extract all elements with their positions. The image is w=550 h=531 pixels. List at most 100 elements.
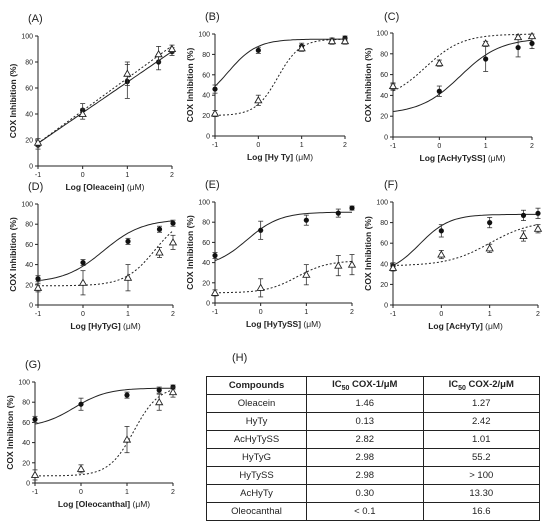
data-point-circle xyxy=(156,226,163,232)
x-tick-label: 0 xyxy=(81,172,85,179)
panel-label: (A) xyxy=(28,13,43,25)
y-axis-label: COX Inhibition (%) xyxy=(8,217,18,292)
cell-cox2: > 100 xyxy=(422,466,541,485)
data-point-circle xyxy=(483,56,489,62)
x-axis-label: Log [AcHyTySS] (μM) xyxy=(420,153,506,163)
x-axis-label-main: Log [Oleacein] xyxy=(65,182,126,192)
x-axis-label-main: Log [HyTyG] xyxy=(70,321,123,331)
data-point-triangle xyxy=(388,81,398,90)
cell-compound: HyTySS xyxy=(205,466,308,485)
x-tick-label: -1 xyxy=(32,489,38,496)
x-tick-label: -1 xyxy=(35,172,41,179)
data-point-circle xyxy=(124,392,130,398)
y-tick-label: 20 xyxy=(380,114,388,121)
fit-curve-cox2 xyxy=(393,224,539,266)
data-point-circle xyxy=(170,220,176,226)
data-point-triangle xyxy=(254,95,263,104)
x-tick-label: 1 xyxy=(126,311,130,318)
data-point-triangle xyxy=(123,273,133,281)
panel-label: (C) xyxy=(384,11,399,23)
data-point-circle xyxy=(529,40,535,47)
data-point-triangle xyxy=(388,263,398,271)
y-tick-label: 20 xyxy=(380,282,388,289)
header-ic50-cox2: IC50 COX-2/μM xyxy=(422,376,541,395)
y-tick-label: 80 xyxy=(380,220,388,227)
x-axis-label-main: Log [HyTySS] xyxy=(246,319,303,329)
y-tick-label: 20 xyxy=(202,113,210,120)
cell-cox2: 16.6 xyxy=(422,502,541,521)
x-axis-label-main: Log [AcHyTySS] xyxy=(420,153,488,163)
data-point-circle xyxy=(32,416,38,422)
x-tick-label: 2 xyxy=(170,172,174,179)
data-point-triangle xyxy=(347,260,357,268)
fit-curve-cox2 xyxy=(214,260,353,294)
x-axis-label-unit: (μM) xyxy=(127,182,145,192)
x-tick-label: 2 xyxy=(343,142,347,149)
x-axis-label: Log [HyTySS] (μM) xyxy=(246,319,321,329)
fit-curve-cox1 xyxy=(34,387,173,425)
x-axis-label: Log [AcHyTy] (μM) xyxy=(428,321,503,331)
y-tick-label: 100 xyxy=(376,31,388,38)
y-tick-label: 20 xyxy=(25,138,33,145)
x-tick-label: -1 xyxy=(390,143,396,150)
data-point-triangle xyxy=(123,69,132,77)
y-tick-label: 40 xyxy=(202,93,210,100)
cell-cox1: 0.30 xyxy=(306,484,424,503)
cell-cox1: 2.82 xyxy=(306,430,424,449)
ic50-table: Compounds IC50 COX-1/μM IC50 COX-2/μM Ol… xyxy=(205,376,541,521)
y-tick-label: 100 xyxy=(198,200,210,207)
x-tick-label: -1 xyxy=(390,311,396,318)
y-tick-label: 100 xyxy=(198,32,210,39)
y-axis-label: COX Inhibition (%) xyxy=(185,48,195,123)
panel-label: (B) xyxy=(205,11,220,23)
y-axis-label: COX Inhibition (%) xyxy=(8,64,18,139)
x-tick-label: -1 xyxy=(212,309,218,316)
data-point-triangle xyxy=(527,31,537,40)
x-tick-label: 0 xyxy=(79,489,83,496)
data-point-triangle xyxy=(210,288,220,296)
x-tick-label: 0 xyxy=(437,143,441,150)
x-axis-label: Log [Oleocanthal] (μM) xyxy=(58,499,150,509)
x-tick-label: 1 xyxy=(488,311,492,318)
x-axis-label-main: Log [Oleocanthal] xyxy=(58,499,133,509)
y-tick-label: 0 xyxy=(384,303,388,310)
data-point-triangle xyxy=(78,278,88,286)
table-row: Oleocanthal < 0.1 16.6 xyxy=(205,502,541,521)
data-point-triangle xyxy=(297,43,306,52)
x-tick-label: 0 xyxy=(259,309,263,316)
x-axis-label-unit: (μM) xyxy=(132,499,150,509)
cell-cox1: 2.98 xyxy=(306,466,424,485)
data-point-triangle xyxy=(155,248,164,256)
y-tick-label: 40 xyxy=(380,261,388,268)
x-tick-label: 2 xyxy=(350,309,354,316)
data-point-triangle xyxy=(168,387,178,396)
data-point-triangle xyxy=(256,283,265,291)
x-axis-label-unit: (μM) xyxy=(488,153,506,163)
fit-curve-cox2 xyxy=(215,38,345,116)
data-point-triangle xyxy=(481,39,490,47)
x-tick-label: -1 xyxy=(212,142,218,149)
y-tick-label: 40 xyxy=(25,112,33,119)
data-point-triangle xyxy=(30,470,40,478)
data-point-circle xyxy=(212,252,218,259)
data-point-circle xyxy=(335,210,341,216)
y-tick-label: 80 xyxy=(25,222,33,229)
panel-label: (G) xyxy=(25,359,41,371)
panel-label-h: (H) xyxy=(232,352,248,364)
y-tick-label: 0 xyxy=(26,481,30,488)
cell-cox1: < 0.1 xyxy=(306,502,424,521)
cell-cox2: 2.42 xyxy=(422,412,541,431)
y-tick-label: 40 xyxy=(22,440,30,447)
cell-cox1: 2.98 xyxy=(306,448,424,467)
fit-curve-cox1 xyxy=(392,213,538,266)
y-tick-label: 80 xyxy=(25,60,33,67)
cell-compound: Oleocanthal xyxy=(205,502,308,521)
panel-label: (E) xyxy=(205,179,220,191)
data-point-circle xyxy=(515,44,521,51)
data-point-triangle xyxy=(533,224,543,232)
y-tick-label: 80 xyxy=(22,400,30,407)
table-row: HyTyG 2.98 55.2 xyxy=(205,448,541,467)
cell-cox2: 13.30 xyxy=(422,484,541,503)
